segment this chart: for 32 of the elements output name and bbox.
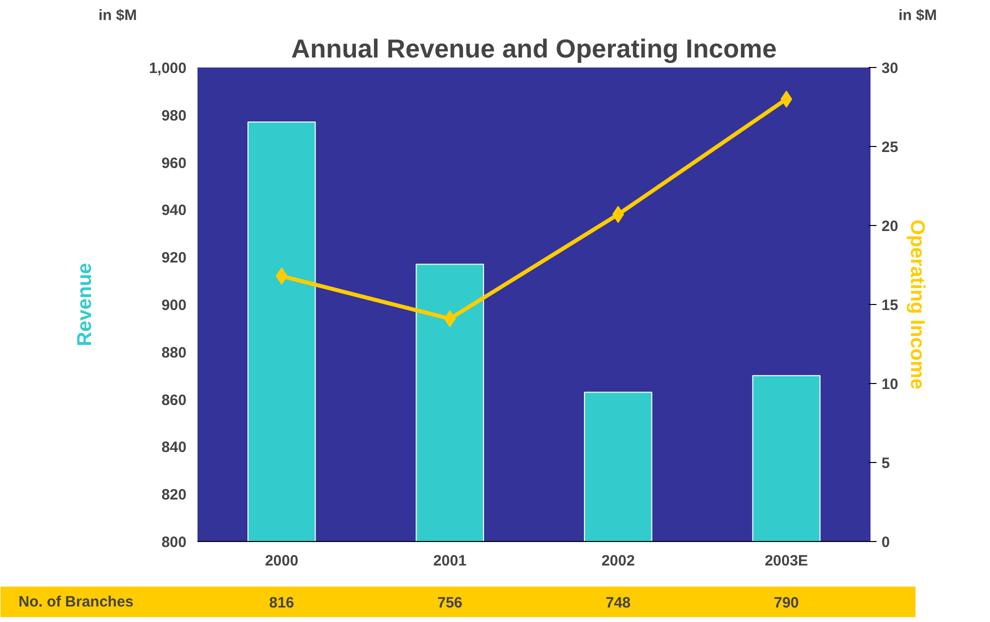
text: Revenue (74, 262, 96, 346)
y2-tick-label: 15 (882, 297, 898, 314)
text: 790 (774, 594, 799, 612)
y-tick-label: 820 (161, 486, 187, 504)
y-tick-label: 880 (161, 344, 187, 362)
text: 748 (606, 594, 631, 612)
y2-tick-label: 10 (882, 376, 898, 393)
y-tick-label: 920 (161, 250, 187, 267)
y-tick-label: 860 (161, 392, 187, 409)
y-tick-label: 840 (161, 439, 187, 456)
y2-tick-label: 20 (882, 218, 898, 235)
x-tick-label: 2000 (264, 552, 298, 570)
x-tick-label: 2002 (601, 552, 635, 570)
text: in $M (898, 6, 937, 24)
x-tick-label: 2001 (433, 552, 467, 570)
text: No. of Branches (18, 594, 134, 611)
y-tick-label: 940 (161, 202, 187, 220)
x-tick-label: 2003E (764, 552, 808, 570)
text: in $M (98, 6, 137, 24)
text: Operating Income (906, 219, 928, 390)
y-tick-label: 960 (161, 154, 187, 172)
y2-tick-label: 5 (882, 455, 890, 472)
y-tick-label: 800 (161, 534, 187, 551)
chart-title: Annual Revenue and Operating Income (291, 34, 777, 64)
y2-tick-label: 30 (882, 60, 898, 77)
y-tick-label: 1,000 (148, 60, 187, 77)
y2-tick-label: 25 (882, 139, 898, 156)
y2-tick-label: 0 (882, 534, 890, 551)
text: 756 (437, 594, 462, 612)
y-tick-label: 980 (161, 107, 187, 124)
y-tick-label: 900 (161, 297, 187, 314)
text: 816 (269, 594, 294, 612)
